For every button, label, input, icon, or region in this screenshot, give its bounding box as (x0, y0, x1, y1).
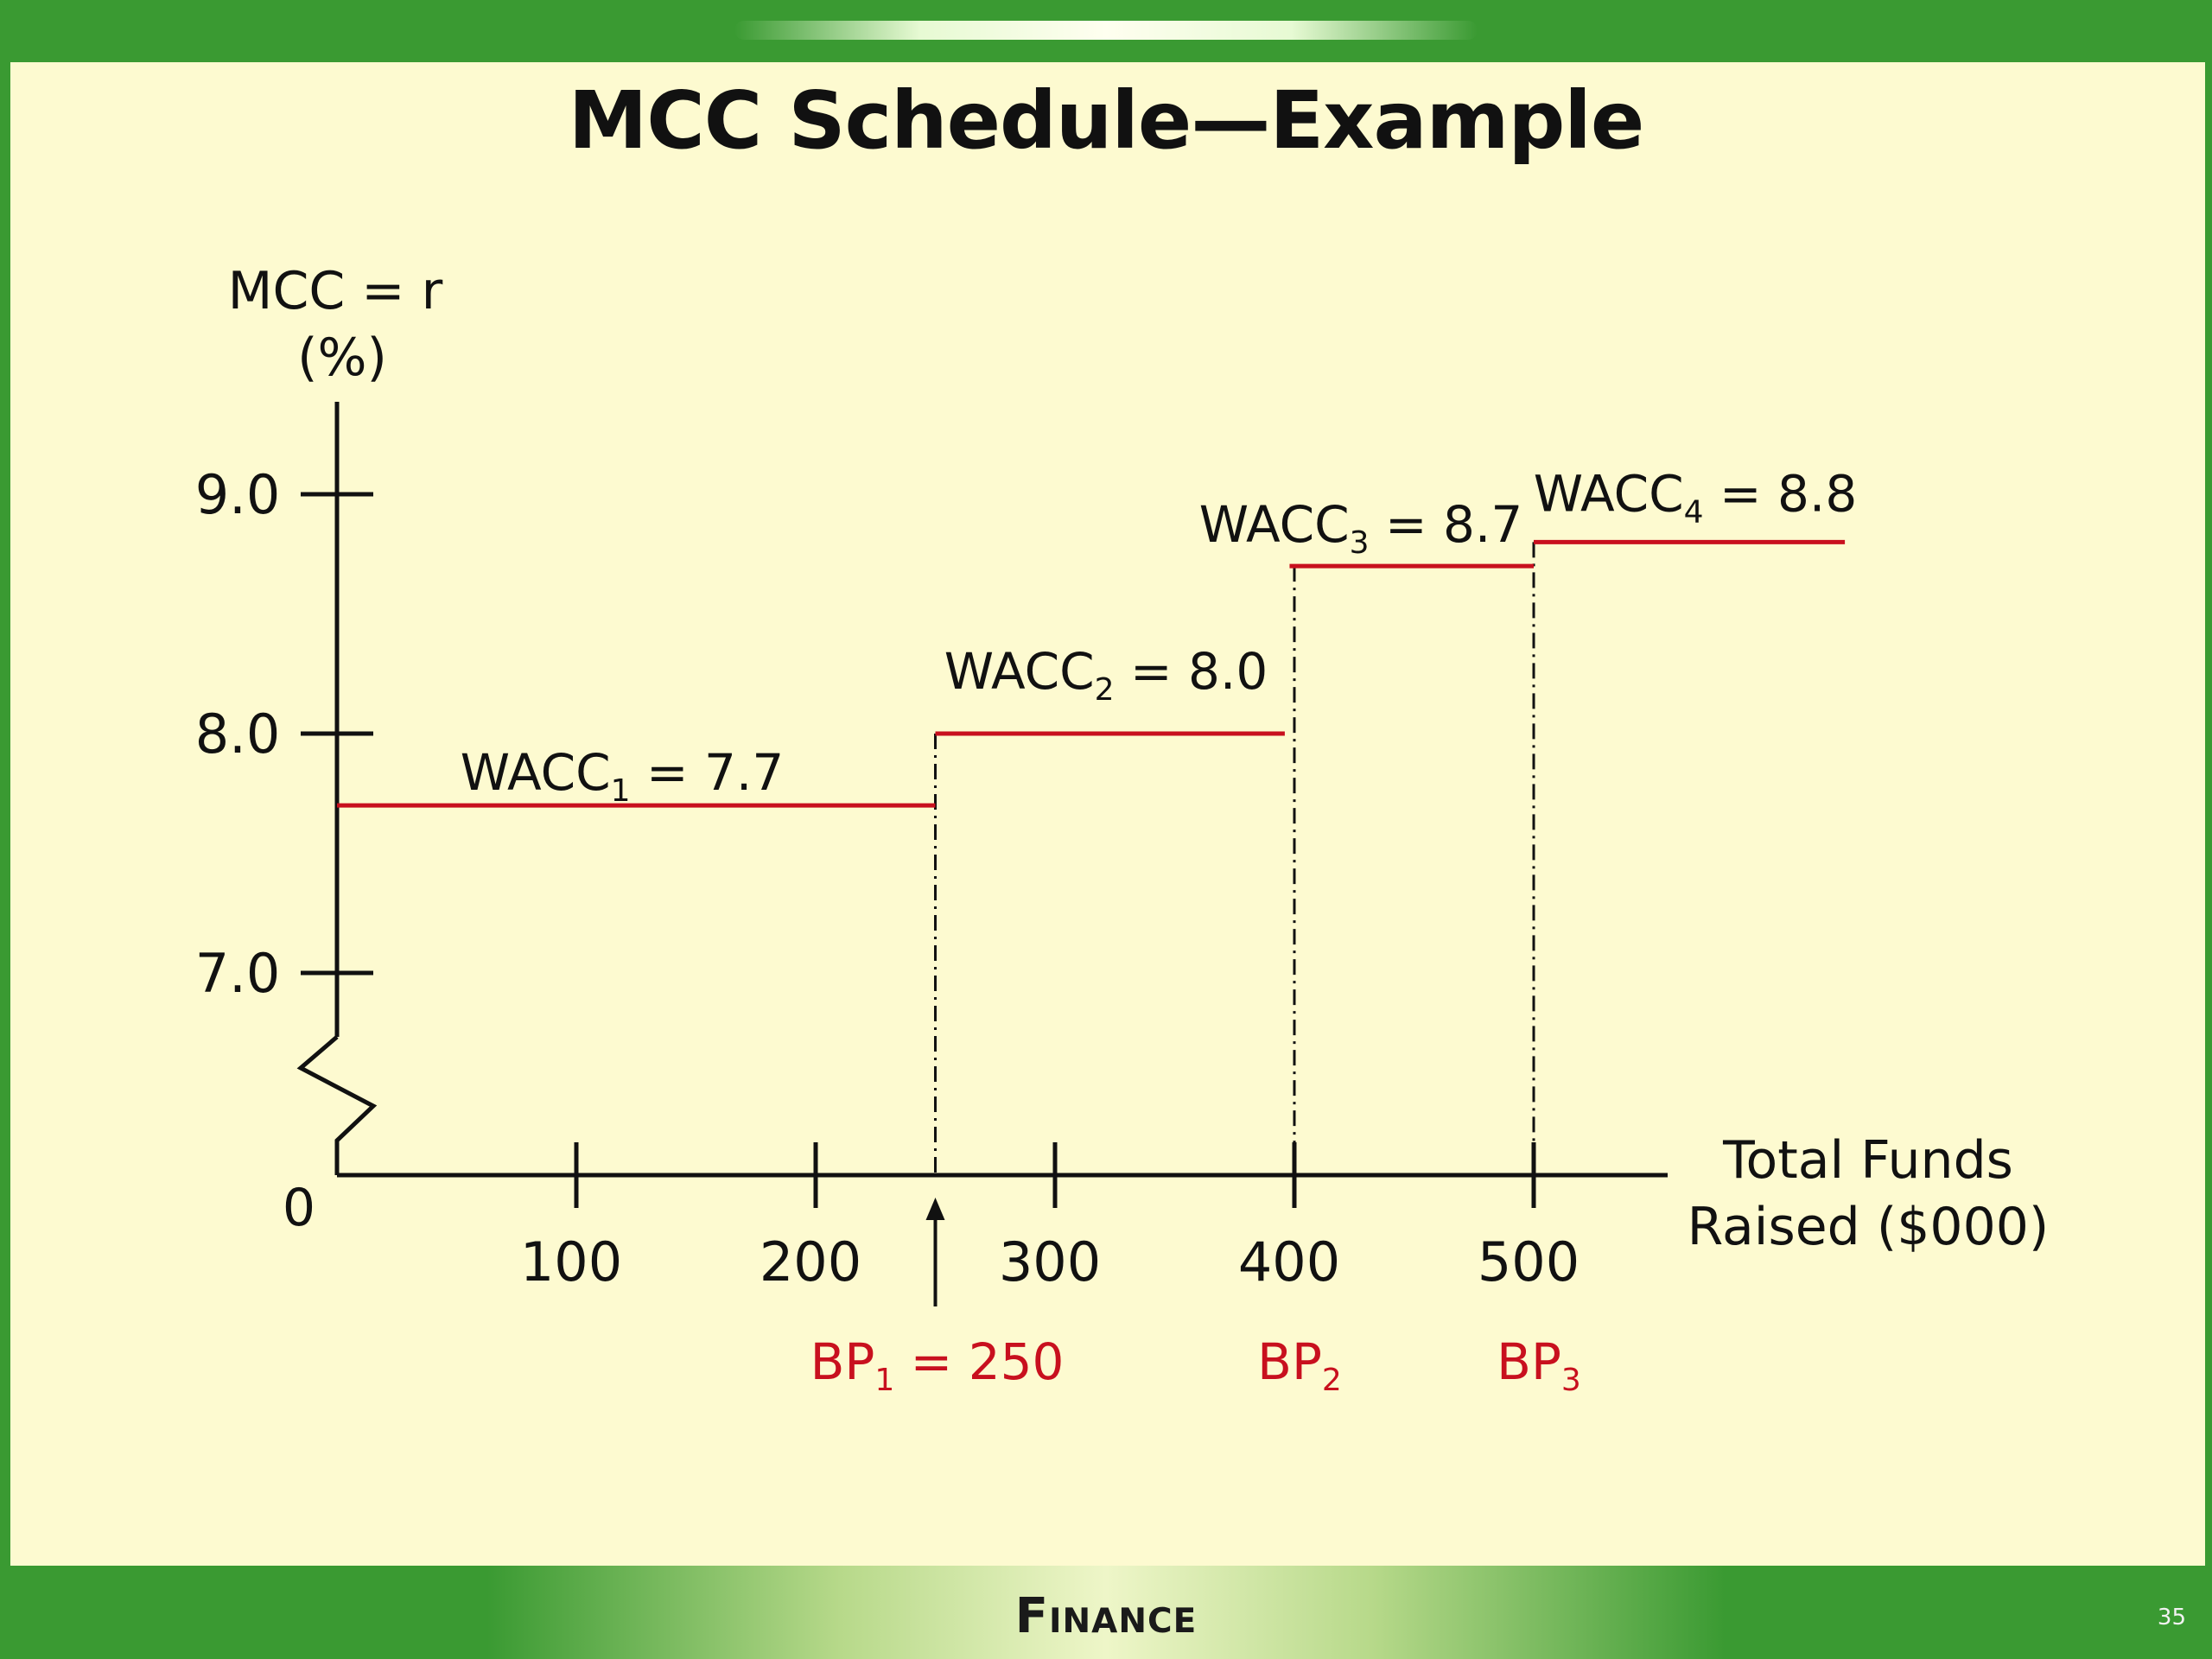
x-tick-label: 200 (760, 1230, 861, 1294)
footer-title: Finance (1014, 1588, 1198, 1644)
wacc-step-label: WACC2 = 8.0 (944, 642, 1268, 708)
frame-right-border (2205, 62, 2212, 1566)
page-number: 35 (2157, 1605, 2186, 1630)
y-tick-label: 9.0 (195, 463, 281, 526)
origin-label: 0 (283, 1178, 315, 1238)
y-axis-break-zigzag (296, 1035, 378, 1175)
top-banner-highlight (734, 21, 1478, 40)
footer-banner (0, 1566, 2212, 1659)
y-tick-label: 8.0 (195, 702, 281, 766)
break-point-arrow-head (925, 1198, 945, 1220)
top-banner (0, 0, 2212, 62)
wacc-step-label: WACC1 = 7.7 (461, 743, 784, 809)
x-tick-label: 100 (520, 1230, 622, 1294)
x-tick-label: 400 (1238, 1230, 1340, 1294)
break-point-label: BP3 (1497, 1332, 1581, 1398)
wacc-step-label: WACC3 = 8.7 (1199, 495, 1522, 561)
y-tick-label: 7.0 (195, 942, 281, 1005)
break-point-label: BP1 = 250 (810, 1332, 1065, 1398)
x-axis-title-line1: Total Funds (1722, 1130, 2013, 1191)
x-tick-label: 300 (999, 1230, 1101, 1294)
y-axis-title-line1: MCC = r (228, 261, 443, 321)
y-axis-title-line2: (%) (297, 327, 387, 388)
mcc-chart: MCC = r (%) Total Funds Raised ($000) 0 … (195, 261, 2050, 1398)
break-point-label: BP2 (1257, 1332, 1342, 1398)
frame-left-border (0, 62, 10, 1566)
wacc-step-label: WACC4 = 8.8 (1534, 464, 1857, 530)
slide-title: MCC Schedule—Example (568, 74, 1645, 167)
x-axis-title-line2: Raised ($000) (1688, 1197, 2050, 1257)
x-tick-label: 500 (1478, 1230, 1580, 1294)
